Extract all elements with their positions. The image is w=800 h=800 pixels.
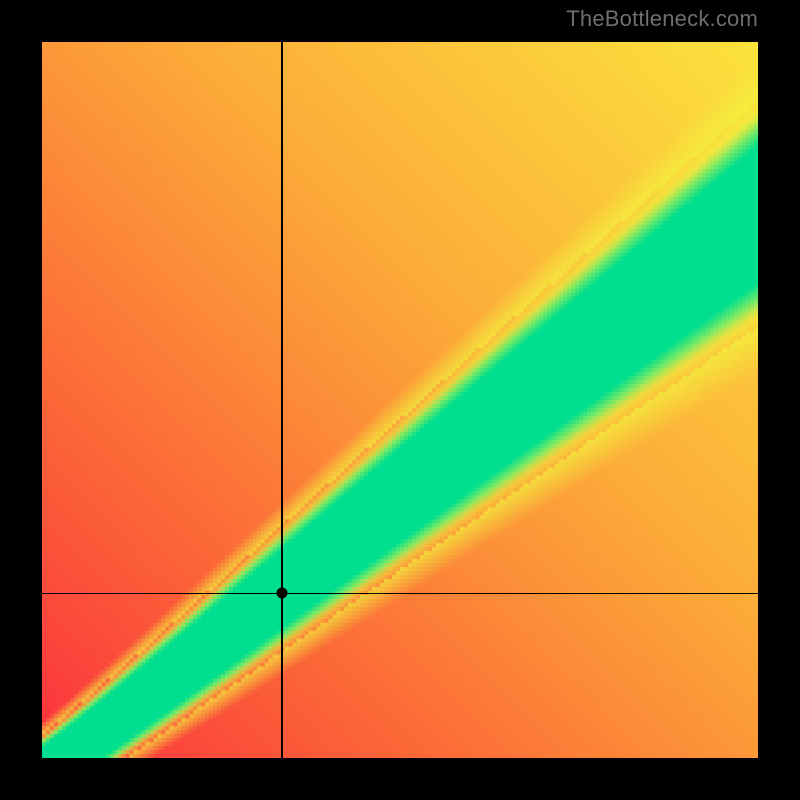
chart-frame: TheBottleneck.com xyxy=(0,0,800,800)
crosshair-vertical xyxy=(281,42,283,758)
heatmap-canvas xyxy=(42,42,758,758)
crosshair-marker xyxy=(276,588,287,599)
heatmap-plot xyxy=(42,42,758,758)
crosshair-horizontal xyxy=(42,593,758,595)
attribution-text: TheBottleneck.com xyxy=(566,6,758,32)
